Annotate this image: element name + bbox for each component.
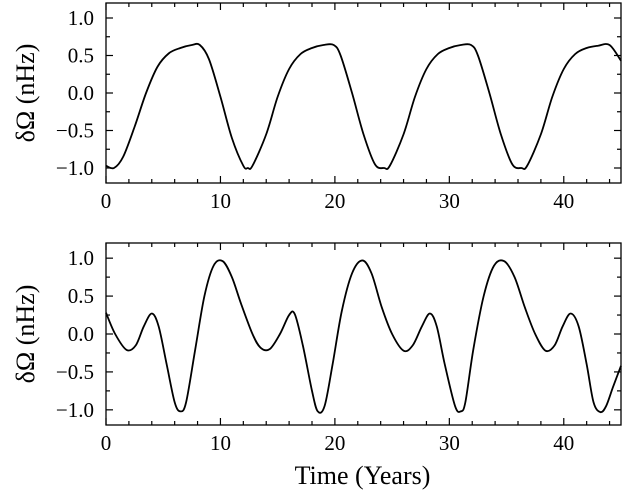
y-tick-label: 0.0 bbox=[68, 81, 94, 105]
x-tick-label: 0 bbox=[101, 431, 112, 455]
y-tick-label: 0.5 bbox=[68, 44, 94, 68]
x-tick-label: 10 bbox=[210, 431, 231, 455]
y-tick-label: −1.0 bbox=[56, 398, 94, 422]
top-panel: 0 10 20 30 40 −1.0 −0.5 0.0 0.5 1.0 δΩ (nHz) bbox=[11, 2, 622, 213]
x-tick-label: 40 bbox=[553, 431, 574, 455]
y-tick-label: 1.0 bbox=[68, 246, 94, 270]
y-axis-label: δΩ (nHz) bbox=[11, 44, 40, 143]
plot-frame bbox=[105, 242, 622, 426]
x-tick-label: 40 bbox=[553, 189, 574, 213]
series-line bbox=[105, 259, 622, 414]
y-tick-label: −1.0 bbox=[56, 156, 94, 180]
x-tick-label: 20 bbox=[324, 431, 345, 455]
x-tick-label: 20 bbox=[324, 189, 345, 213]
y-tick-label: −0.5 bbox=[56, 119, 94, 143]
y-axis-label: δΩ (nHz) bbox=[11, 285, 40, 384]
y-tick-label: 0.0 bbox=[68, 322, 94, 346]
y-tick-label: 1.0 bbox=[68, 6, 94, 30]
bottom-panel: 0 10 20 30 40 −1.0 −0.5 0.0 0.5 1.0 δΩ (nHz) Time (… bbox=[11, 242, 622, 490]
series-line bbox=[105, 42, 622, 170]
x-tick-label: 30 bbox=[439, 431, 460, 455]
x-axis-label: Time (Years) bbox=[295, 461, 431, 490]
plot-frame bbox=[105, 2, 622, 184]
y-tick-label: 0.5 bbox=[68, 284, 94, 308]
x-tick-label: 30 bbox=[439, 189, 460, 213]
y-tick-label: −0.5 bbox=[56, 360, 94, 384]
x-tick-label: 10 bbox=[210, 189, 231, 213]
x-tick-label: 0 bbox=[101, 189, 112, 213]
